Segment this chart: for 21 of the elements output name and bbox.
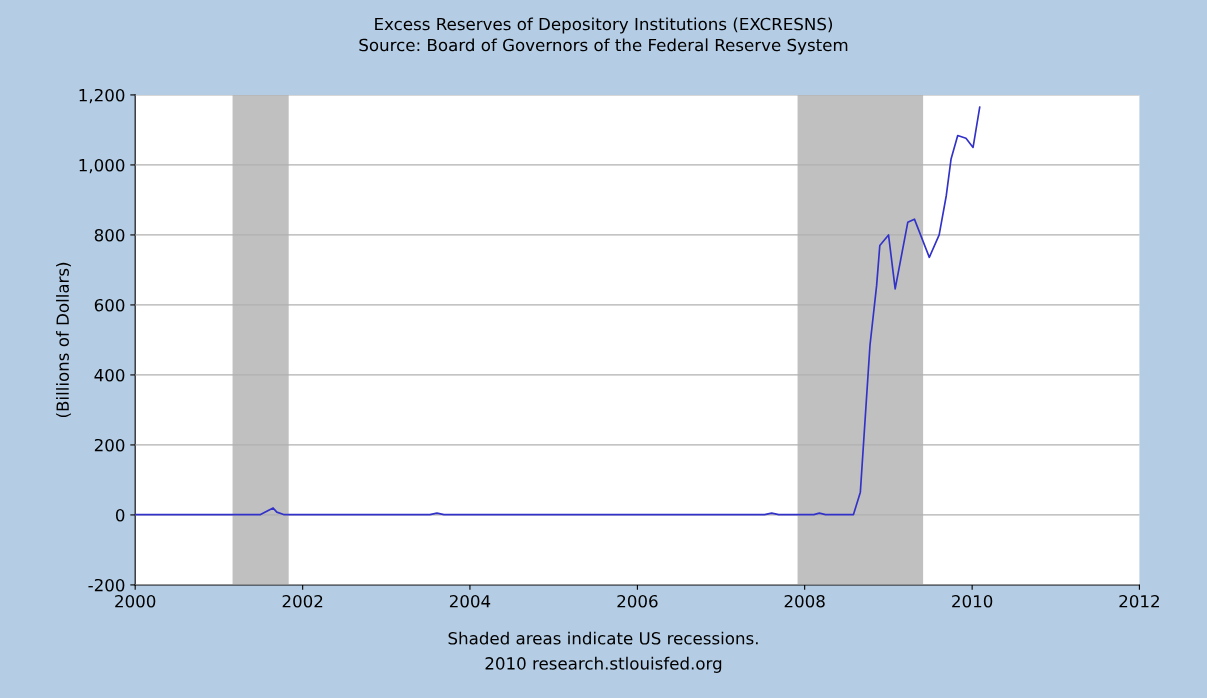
line-series [135,106,981,516]
x-tick-label: 2004 [449,594,491,608]
x-tick-label: 2002 [282,594,323,608]
y-tick-label: 0 [115,508,125,522]
y-tick-label: 400 [94,368,125,382]
chart-title: Excess Reserves of Depository Institutions (EXCRESNS) [375,17,833,34]
x-tick-label: 2008 [784,594,825,608]
y-tick-label: 1,000 [79,158,125,174]
y-tick-label: 600 [94,298,125,312]
y-tick-label: 800 [94,228,125,242]
x-tick-label: 2012 [1119,594,1159,608]
y-tick-label: 200 [94,438,125,452]
chart-subtitle: Source: Board of Governors of the Federal Reserve System [359,38,848,55]
y-tick-label: 1,200 [79,88,125,104]
text: 2010 research.stlouisfed.org [485,656,722,673]
x-tick-label: 2010 [952,594,993,608]
x-tick-label: 2000 [115,594,156,608]
x-tick-label: 2006 [617,594,658,608]
text: Shaded areas indicate US recessions. [448,631,758,645]
y-tick-label: -200 [88,578,125,592]
y-axis-title: (Billions of Dollars) [56,262,71,418]
